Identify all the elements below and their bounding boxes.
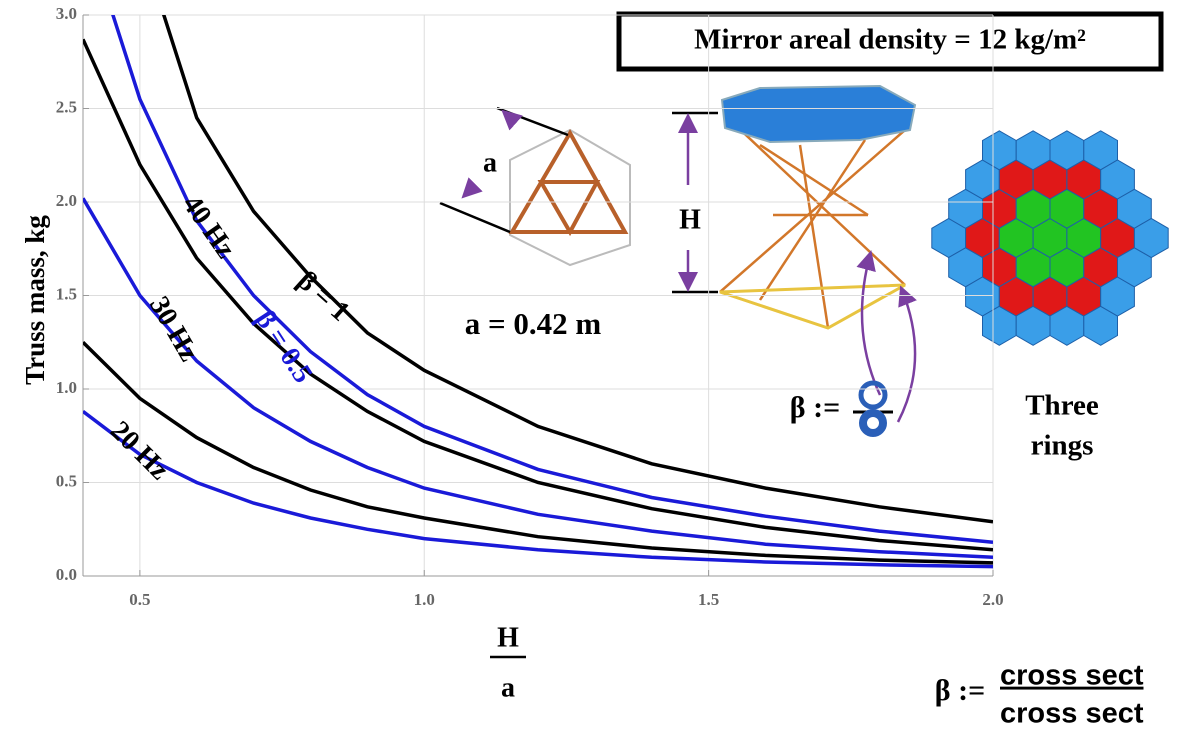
y-tick-label: 2.0 — [56, 191, 77, 210]
truss-struts — [720, 120, 905, 328]
x-axis-label: a — [501, 672, 515, 703]
beta-circle — [863, 413, 883, 433]
x-tick-label: 1.0 — [414, 590, 435, 609]
beta-arrow — [862, 255, 880, 395]
curve — [83, 0, 993, 542]
density-text: Mirror areal density = 12 kg/m² — [694, 24, 1086, 56]
beta-def: β := — [935, 674, 985, 707]
curve-annotation: 40 Hz — [176, 190, 241, 264]
beta-label: β := — [790, 391, 840, 424]
x-tick-label: 0.5 — [129, 590, 150, 609]
rings-label: rings — [1031, 430, 1094, 462]
y-tick-label: 1.0 — [56, 378, 77, 397]
y-axis-label: Truss mass, kg — [20, 215, 50, 385]
curve-annotation: β = 1 — [291, 265, 355, 327]
x-tick-label: 2.0 — [982, 590, 1003, 609]
beta-def: cross sect — [1000, 698, 1144, 730]
x-axis-label: H — [497, 622, 519, 653]
dim-label: a — [483, 147, 497, 178]
dim-line — [440, 203, 510, 232]
curve-annotation: 30 Hz — [143, 291, 204, 366]
beta-def: cross sect — [1000, 660, 1144, 692]
mirror-plate — [722, 86, 915, 142]
triangle-truss — [512, 133, 625, 232]
y-tick-label: 1.5 — [56, 284, 77, 303]
curve — [140, 0, 993, 522]
beta-arrow — [898, 290, 915, 422]
y-tick-label: 0.5 — [56, 471, 77, 490]
rings-label: Three — [1025, 390, 1099, 422]
dim-line — [497, 108, 568, 135]
truss-base — [720, 285, 905, 328]
y-tick-label: 2.5 — [56, 97, 77, 116]
illustrations — [440, 14, 1168, 433]
dim-arrow — [465, 185, 475, 195]
beta-circle — [861, 383, 885, 407]
dim-label: H — [679, 204, 701, 235]
x-tick-label: 1.5 — [698, 590, 719, 609]
chart: Mirror areal density = 12 kg/m² a H a = … — [0, 0, 1178, 735]
curve — [83, 411, 993, 566]
plot-area — [83, 0, 993, 567]
y-tick-label: 3.0 — [56, 4, 77, 23]
a-value: a = 0.42 m — [465, 306, 602, 341]
y-tick-label: 0.0 — [56, 565, 77, 584]
hexagon-outline — [510, 130, 630, 265]
